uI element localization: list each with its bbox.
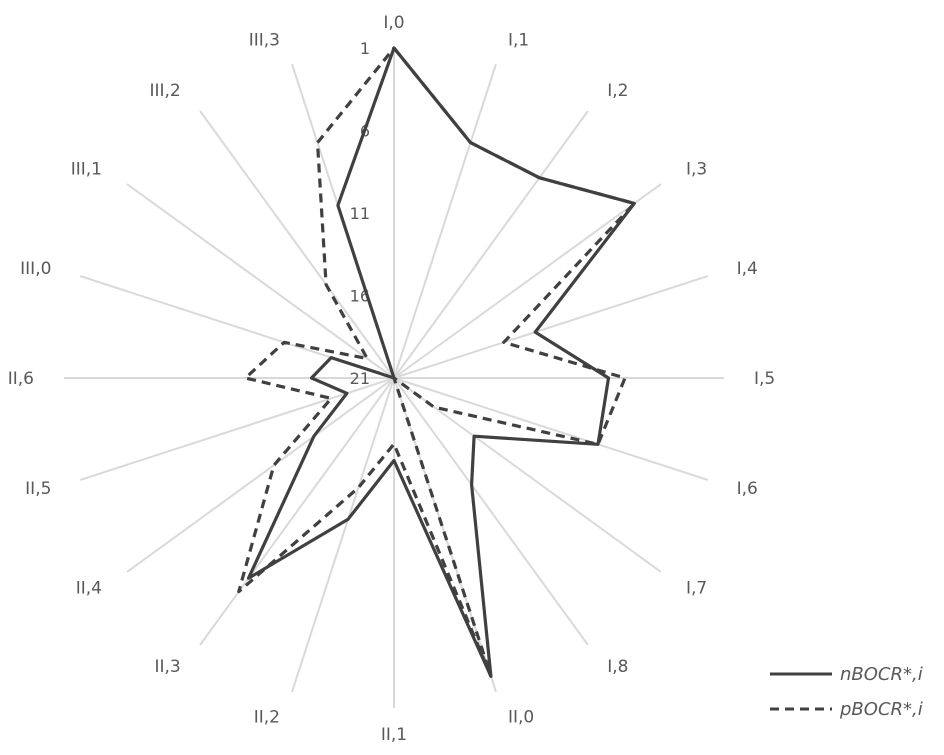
spoke-11 xyxy=(291,377,395,693)
spoke-4 xyxy=(393,275,709,379)
category-label: II,2 xyxy=(254,708,280,728)
category-label: II,0 xyxy=(508,708,534,728)
spoke-1 xyxy=(393,63,497,379)
category-labels: I,0 I,1 I,2 I,3 I,4 I,5 I,6 I,7 I,8 II,0 II,1 II,2 I… xyxy=(8,13,775,745)
spoke-17 xyxy=(126,183,395,379)
category-label: I,3 xyxy=(686,160,707,180)
spoke-6 xyxy=(393,377,709,481)
category-label: II,6 xyxy=(8,369,34,389)
radial-tick-label: 21 xyxy=(350,369,370,388)
category-label: I,4 xyxy=(737,259,758,279)
category-label: II,3 xyxy=(154,657,180,677)
category-label: I,5 xyxy=(754,369,775,389)
category-label: III,0 xyxy=(20,259,51,279)
legend: nBOCR*,i pBOCR*,i xyxy=(770,664,923,720)
legend-label-pbocr: pBOCR*,i xyxy=(839,699,923,720)
spoke-7 xyxy=(393,377,662,573)
category-label: II,5 xyxy=(25,479,51,499)
legend-label-nbocr: nBOCR*,i xyxy=(840,664,923,685)
spoke-12 xyxy=(199,377,395,646)
category-label: II,4 xyxy=(76,578,102,598)
category-label: I,6 xyxy=(737,479,758,499)
category-label: I,7 xyxy=(686,578,707,598)
category-label: III,1 xyxy=(71,160,102,180)
category-label: I,2 xyxy=(607,81,628,101)
spoke-2 xyxy=(393,110,589,379)
category-label: III,3 xyxy=(249,30,280,50)
category-label: III,2 xyxy=(149,81,180,101)
category-label: I,1 xyxy=(508,30,529,50)
category-label: I,0 xyxy=(383,13,404,33)
spoke-14 xyxy=(79,377,395,481)
category-label: I,8 xyxy=(607,657,628,677)
series-line-pbocr xyxy=(237,46,636,678)
spoke-13 xyxy=(126,377,395,573)
series-line-nbocr xyxy=(246,46,636,678)
radial-tick-label: 1 xyxy=(360,39,370,58)
spoke-3 xyxy=(393,183,662,379)
spoke-8 xyxy=(393,377,589,646)
spoke-18 xyxy=(199,110,395,379)
category-label: II,1 xyxy=(381,725,407,745)
series-layer xyxy=(237,46,636,678)
radial-spokes xyxy=(64,48,724,708)
radial-tick-label: 11 xyxy=(350,204,370,223)
